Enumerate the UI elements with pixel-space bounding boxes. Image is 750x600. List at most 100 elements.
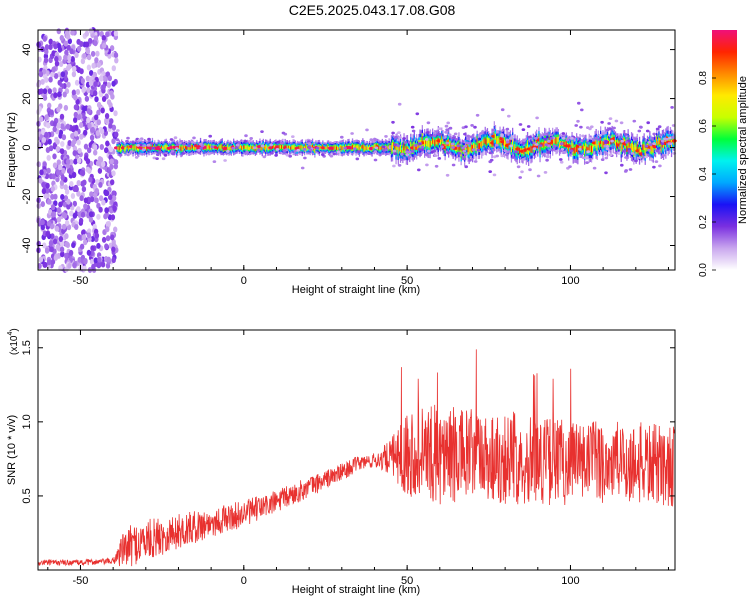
spectrogram-cell: [86, 87, 91, 94]
spectrogram-cell: [178, 141, 182, 145]
spectrogram-cell: [332, 152, 337, 156]
spectrogram-cell: [497, 138, 499, 144]
spectrogram-cell: [243, 145, 245, 149]
spectrogram-cell: [321, 153, 325, 157]
spectrogram-cell: [85, 75, 91, 82]
spectrogram-cell: [110, 179, 115, 186]
spectrogram-cell: [208, 134, 212, 138]
spectrogram-cell: [79, 68, 84, 75]
spectrogram-cell: [545, 139, 547, 147]
spectrogram-cell: [299, 146, 301, 150]
spectrogram-cell: [73, 104, 79, 111]
spectrogram-cell: [451, 146, 455, 149]
spectrogram-cell: [424, 153, 429, 156]
spectrogram-cell: [50, 204, 56, 211]
spectrogram-cell: [46, 154, 51, 161]
spectrogram-cell: [82, 105, 87, 112]
spectrogram-cell: [308, 148, 313, 152]
spectrogram-cell: [44, 173, 50, 180]
spectrogram-cell: [289, 145, 291, 150]
spectrogram-cell: [365, 146, 367, 151]
spectrogram-cell: [638, 156, 642, 160]
spectrogram-cell: [400, 152, 404, 156]
spectrogram-cell: [351, 144, 354, 150]
spectrogram-cell: [282, 144, 284, 149]
spectrogram-cell: [185, 146, 187, 150]
spectrogram-cell: [408, 150, 412, 154]
spectrogram-cell: [590, 145, 593, 153]
spectrogram-cell: [655, 127, 660, 131]
spectrogram-cell: [402, 137, 406, 140]
spectrogram-cell: [241, 145, 243, 150]
spectrogram-cell: [290, 146, 292, 150]
spectrogram-cell: [576, 119, 580, 123]
spectrogram-cell: [602, 131, 607, 135]
x-tick-label: -50: [73, 275, 89, 287]
spectrogram-cell: [463, 152, 468, 156]
spectrogram-cell: [179, 144, 181, 150]
spectrogram-cell: [45, 182, 50, 189]
spectrogram-cell: [197, 148, 201, 152]
spectrogram-cell: [590, 125, 594, 129]
spectrogram-cell: [111, 80, 116, 87]
spectrogram-cell: [620, 144, 622, 152]
spectrogram-cell: [594, 136, 599, 140]
spectrogram-cell: [113, 163, 119, 170]
spectrogram-cell: [36, 41, 41, 48]
spectrogram-cell: [54, 225, 60, 232]
spectrogram-cell: [70, 29, 75, 36]
spectrogram-cell: [79, 243, 85, 250]
spectrogram-cell: [261, 146, 263, 151]
spectrogram-cell: [421, 136, 423, 144]
spectrogram-cell: [96, 101, 102, 108]
x-tick-label: 50: [401, 575, 413, 587]
spectrogram-cell: [668, 136, 672, 140]
spectrogram-cell: [507, 114, 511, 118]
spectrogram-cell: [48, 240, 54, 247]
spectrogram-cell: [449, 141, 451, 147]
spectrogram-cell: [38, 71, 44, 78]
spectrogram-cell: [149, 144, 151, 148]
spectrogram-cell: [72, 262, 77, 269]
spectrogram-cell: [108, 102, 113, 108]
spectrogram-cell: [190, 140, 195, 144]
spectrogram-cell: [539, 144, 541, 152]
spectrogram-cell: [559, 160, 564, 164]
spectrogram-cell: [234, 145, 236, 150]
spectrogram-cell: [59, 35, 64, 41]
y-tick-label: 1.0: [21, 414, 33, 429]
spectrogram-cell: [557, 136, 559, 142]
spectrogram-cell: [500, 133, 504, 137]
spectrogram-cell: [94, 96, 99, 103]
spectrogram-cell: [72, 200, 78, 207]
spectrogram-cell: [620, 163, 624, 167]
spectrogram-cell: [81, 234, 87, 241]
spectrogram-cell: [76, 206, 81, 213]
spectrogram-cell: [91, 62, 96, 69]
spectrogram-cell: [141, 148, 146, 152]
snr-multiplier-exp: 4: [7, 332, 14, 336]
spectrogram-cell: [134, 145, 136, 150]
spectrogram-cell: [475, 113, 480, 117]
spectrogram-cell: [456, 144, 461, 148]
spectrogram-cell: [239, 144, 242, 149]
spectrogram-cell: [52, 162, 58, 169]
spectrogram-cell: [606, 128, 610, 132]
spectrogram-cell: [605, 145, 610, 148]
spectrogram-cell: [69, 210, 74, 217]
spectrogram-cell: [428, 141, 430, 148]
spectrogram-cell: [447, 133, 452, 137]
spectrogram-cell: [436, 132, 441, 136]
spectrogram-cell: [113, 226, 118, 233]
spectrogram-cell: [245, 145, 247, 150]
spectrogram-cell: [108, 242, 113, 249]
spectrogram-cell: [260, 144, 265, 148]
snr-frame: [37, 329, 676, 571]
spectrogram-cell: [44, 247, 50, 254]
spectrogram-cell: [88, 216, 94, 223]
spectrogram-cell: [425, 163, 429, 167]
spectrogram-cell: [656, 137, 658, 144]
spectrogram-cell: [131, 141, 136, 144]
spectrogram-cell: [206, 145, 208, 149]
spectrogram-cell: [45, 231, 50, 238]
